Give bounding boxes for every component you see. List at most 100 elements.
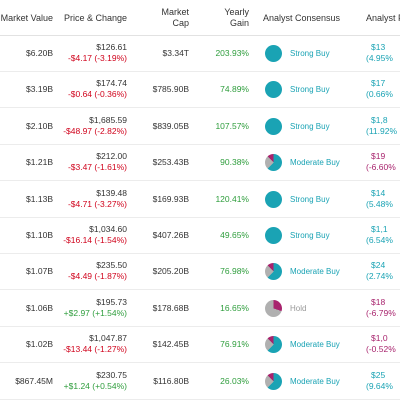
target-price: $1,0 [371,333,388,344]
yearly-gain: 76.91% [220,339,249,350]
target-price: $19 [371,151,386,162]
yearly-gain: 107.57% [215,120,249,131]
header-market-cap-line1: Market [161,7,189,17]
header-analyst-price-target[interactable]: Analyst P [366,13,400,23]
market-cap: $253.43B [152,157,189,168]
consensus-label[interactable]: Strong Buy [290,231,330,240]
consensus-pie-icon [265,190,282,208]
header-market-value[interactable]: Market Value [0,13,53,23]
table-row[interactable]: $2.10B $1,685.59 -$48.97 (-2.82%) $839.0… [0,109,400,145]
consensus-pie-icon [265,336,282,354]
market-cap: $3.34T [162,48,189,58]
market-cap: $178.68B [152,302,189,313]
consensus-pie-icon [265,81,282,99]
price: $1,047.87 [89,333,127,344]
price: $1,034.60 [89,224,127,234]
consensus-label[interactable]: Moderate Buy [290,267,340,277]
consensus-pie-icon [265,299,282,317]
table-row[interactable]: $1.13B $139.48 -$4.71 (-3.27%) $169.93B … [0,182,400,218]
price: $126.61 [96,42,127,52]
yearly-gain: 120.41% [215,193,249,204]
yearly-gain: 203.93% [215,48,249,58]
price: $1,685.59 [89,114,127,125]
header-market-cap[interactable]: Market Cap [139,7,189,29]
table-row[interactable]: $1.02B $1,047.87 -$13.44 (-1.27%) $142.4… [0,327,400,364]
market-cap: $785.90B [152,84,189,95]
market-value: $3.19B [26,84,53,95]
market-cap: $142.45B [152,339,189,350]
target-price: $25 [371,369,386,380]
market-value: $1.06B [26,302,53,313]
price-change: -$3.47 (-1.61%) [67,162,127,173]
yearly-gain: 26.03% [220,375,249,386]
consensus-label[interactable]: Moderate Buy [290,158,340,168]
yearly-gain: 49.65% [220,230,249,240]
price-change: +$2.97 (+1.54%) [63,307,127,318]
target-upside: (5.48% [366,198,393,209]
price-change: -$48.97 (-2.82%) [63,125,127,136]
consensus-pie-icon [265,372,282,390]
header-yearly-gain-line2: Gain [229,18,249,28]
market-value: $1.07B [26,266,53,277]
consensus-label[interactable]: Strong Buy [290,49,330,58]
target-upside: (11.92% [366,125,398,136]
target-upside: (6.54% [366,235,393,245]
header-yearly-gain-line1: Yearly [224,7,249,17]
market-cap: $407.26B [152,230,189,240]
consensus-label[interactable]: Moderate Buy [290,340,340,350]
price-change: -$16.14 (-1.54%) [63,235,127,245]
price: $235.50 [96,260,127,271]
table-row[interactable]: $6.20B $126.61 -$4.17 (-3.19%) $3.34T 20… [0,36,400,72]
consensus-label[interactable]: Moderate Buy [290,376,340,386]
table-row[interactable]: $1.06B $195.73 +$2.97 (+1.54%) $178.68B … [0,291,400,327]
price: $174.74 [96,78,127,89]
consensus-label[interactable]: Strong Buy [290,85,330,95]
yearly-gain: 90.38% [220,157,249,168]
consensus-pie-icon [265,263,282,281]
table-row[interactable]: $1.07B $235.50 -$4.49 (-1.87%) $205.20B … [0,254,400,291]
price-change: -$4.17 (-3.19%) [67,53,127,63]
target-price: $1,1 [371,224,388,234]
table-row[interactable]: $1.10B $1,034.60 -$16.14 (-1.54%) $407.2… [0,218,400,254]
consensus-pie-icon [265,154,282,172]
price-change: -$4.49 (-1.87%) [67,271,127,282]
target-upside: (4.95% [366,53,393,63]
price-change: -$13.44 (-1.27%) [63,344,127,355]
header-market-cap-line2: Cap [172,18,189,28]
yearly-gain: 74.89% [220,84,249,95]
table-row[interactable]: $1.21B $212.00 -$3.47 (-1.61%) $253.43B … [0,145,400,182]
price-change: -$4.71 (-3.27%) [67,198,127,209]
market-value: $1.02B [26,339,53,350]
price: $230.75 [96,369,127,380]
target-price: $13 [371,42,386,52]
market-value: $867.45M [15,375,53,386]
price-change: +$1.24 (+0.54%) [63,380,127,391]
header-yearly-gain[interactable]: Yearly Gain [199,7,249,29]
header-price-change[interactable]: Price & Change [63,13,127,23]
market-cap: $205.20B [152,266,189,277]
consensus-label[interactable]: Hold [290,303,307,313]
market-cap: $169.93B [152,193,189,204]
target-price: $1,8 [371,114,388,125]
header-analyst-consensus[interactable]: Analyst Consensus [263,13,341,23]
target-price: $17 [371,78,386,89]
target-upside: (-6.60% [366,162,396,173]
consensus-label[interactable]: Strong Buy [290,194,330,204]
table-row[interactable]: $867.45M $230.75 +$1.24 (+0.54%) $116.80… [0,364,400,400]
consensus-pie-icon [265,117,282,135]
target-price: $14 [371,187,386,198]
market-value: $6.20B [26,48,53,58]
consensus-pie-icon [265,45,282,62]
table-row[interactable]: $3.19B $174.74 -$0.64 (-0.36%) $785.90B … [0,72,400,109]
price-change: -$0.64 (-0.36%) [67,89,127,100]
price: $139.48 [96,187,127,198]
consensus-pie-icon [265,227,282,244]
market-cap: $116.80B [153,375,189,386]
price: $212.00 [96,151,127,162]
target-upside: (0.66% [366,89,393,100]
market-value: $2.10B [26,120,53,131]
target-upside: (-0.52% [366,344,396,355]
market-value: $1.13B [26,193,53,204]
target-upside: (-6.79% [366,307,396,318]
consensus-label[interactable]: Strong Buy [290,121,330,131]
